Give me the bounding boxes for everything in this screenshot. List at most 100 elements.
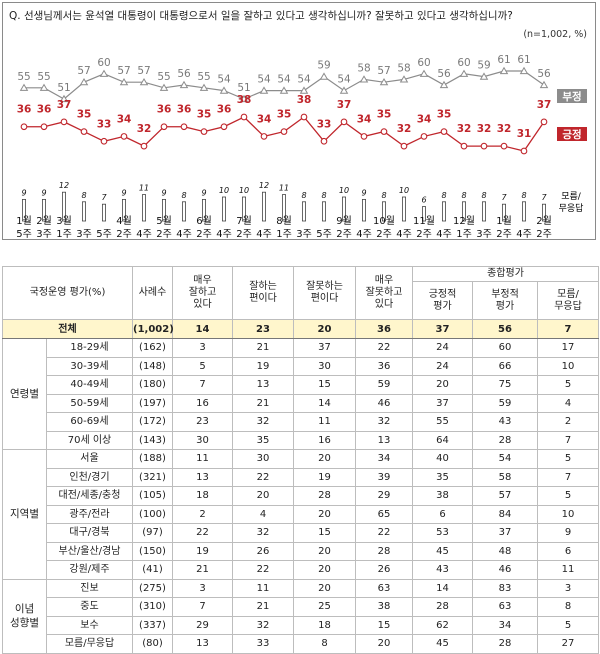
table-cell: 65: [355, 504, 413, 524]
unknown-bar: [321, 201, 326, 222]
x-tick-month: 1월: [496, 215, 512, 227]
row-label: 60-69세: [46, 412, 133, 432]
header-very-bad: 매우 잘못하고 있다: [355, 266, 413, 320]
unknown-bar: [62, 191, 67, 222]
table-cell: 66: [472, 356, 538, 376]
table-cell: 22: [355, 523, 413, 543]
table-row-total: 전체 (1,002) 14 23 20 36 37 56 7: [2, 319, 600, 339]
x-tick-week: 4주: [396, 229, 412, 240]
table-cell: 55: [412, 412, 473, 432]
row-cases: (337): [132, 615, 173, 635]
positive-value-label: 32: [137, 123, 152, 135]
row-label: 중도: [46, 597, 133, 617]
unknown-value-label: 7: [501, 193, 507, 202]
question-text: Q. 선생님께서는 윤석열 대통령이 대통령으로서 일을 잘하고 있다고 생각하…: [9, 10, 513, 22]
positive-point: [180, 123, 188, 131]
x-tick-month: 6월: [196, 215, 212, 227]
row-cases: (150): [132, 541, 173, 561]
table-cell: 43: [412, 560, 473, 580]
table-cell: 11: [172, 449, 233, 469]
table-cell: 7: [172, 375, 233, 395]
unknown-bar: [161, 198, 166, 222]
unknown-value-label: 11: [279, 184, 289, 193]
table-cell: 8: [293, 634, 356, 654]
positive-point: [400, 142, 408, 150]
positive-point: [280, 128, 288, 135]
unknown-bar: [401, 196, 406, 222]
negative-value-label: 59: [317, 60, 330, 72]
table-cell: 11: [293, 412, 356, 432]
table-cell: 5: [536, 449, 600, 469]
table-cell: 15: [293, 375, 356, 395]
negative-point: [539, 80, 549, 89]
x-tick-week: 2주: [236, 229, 252, 240]
unknown-value-label: 8: [81, 191, 86, 200]
table-cell: 45: [412, 634, 473, 654]
table-row: 연령별 18-29세 (162) 3 21 37 22 24 60 17: [2, 338, 600, 450]
unknown-bar: [122, 198, 127, 222]
positive-value-label: 32: [457, 123, 472, 135]
row-label: 보수: [46, 615, 133, 635]
unknown-value-label: 9: [161, 188, 166, 197]
x-tick-week: 3주: [476, 229, 492, 240]
table-cell: 30: [172, 430, 233, 450]
negative-value-label: 56: [437, 68, 451, 80]
positive-value-label: 36: [157, 104, 172, 116]
table-cell: 13: [172, 467, 233, 487]
positive-value-label: 37: [57, 99, 72, 111]
negative-value-label: 58: [357, 62, 370, 74]
positive-point: [420, 133, 428, 140]
table-cell: 75: [472, 375, 538, 395]
table-cell: 33: [232, 634, 294, 654]
unknown-bar: [42, 198, 47, 222]
table-cell: 21: [232, 597, 294, 617]
table-row: 50-59세 (197) 16 21 14 46 37 59 4: [3, 393, 600, 413]
table-cell: 32: [355, 412, 413, 432]
table-cell: 28: [472, 430, 538, 450]
table-cell: 63: [472, 597, 538, 617]
table-cell: 11: [536, 560, 600, 580]
negative-value-label: 55: [157, 71, 170, 83]
table-cell: 5: [536, 375, 600, 395]
unknown-bar: [102, 203, 107, 222]
negative-value-label: 51: [237, 82, 250, 94]
table-cell: 22: [172, 523, 233, 543]
row-cases: (105): [132, 486, 173, 506]
positive-value-label: 37: [537, 99, 552, 111]
table-cell: 43: [472, 412, 538, 432]
x-tick-week: 4주: [436, 229, 452, 240]
unknown-legend-label: 모름/: [561, 191, 582, 202]
positive-value-label: 32: [477, 123, 492, 135]
table-cell: 20: [412, 375, 473, 395]
positive-point: [160, 123, 168, 131]
negative-value-label: 58: [397, 62, 410, 74]
negative-point: [99, 69, 109, 77]
x-tick-week: 2주: [416, 229, 432, 240]
unknown-bar: [441, 201, 446, 222]
negative-value-label: 54: [257, 74, 271, 86]
row-label: 40-49세: [46, 375, 133, 395]
positive-value-label: 38: [237, 94, 252, 106]
negative-value-label: 54: [277, 74, 291, 86]
table-cell: 18: [172, 486, 233, 506]
positive-point: [20, 123, 28, 131]
negative-point: [439, 80, 449, 89]
x-tick-week: 4주: [136, 229, 152, 240]
header-bad: 잘못하는 편이다: [293, 266, 356, 320]
table-row: 60-69세 (172) 23 32 11 32 55 43 2: [3, 412, 600, 432]
x-tick-month: 5월: [156, 215, 172, 227]
table-cell: 25: [293, 597, 356, 617]
table-cell: 19: [293, 467, 356, 487]
positive-value-label: 35: [437, 109, 452, 121]
positive-point: [320, 137, 328, 145]
positive-value-label: 34: [117, 113, 132, 125]
table-cell: 57: [472, 486, 538, 506]
row-label: 대전/세종/충청: [46, 486, 133, 506]
negative-value-label: 61: [517, 54, 530, 66]
x-tick-week: 4주: [216, 229, 232, 240]
table-cell: 36: [355, 356, 413, 376]
positive-value-label: 36: [37, 104, 52, 116]
unknown-value-label: 7: [101, 193, 107, 202]
x-tick-month: 10월: [373, 215, 395, 227]
table-cell: 10: [536, 504, 600, 524]
